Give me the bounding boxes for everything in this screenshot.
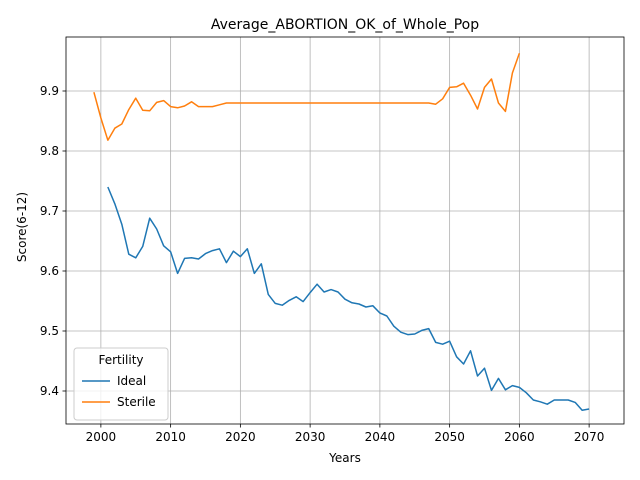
series-line-ideal [107, 186, 590, 411]
series-line-sterile [93, 52, 521, 141]
y-tick-label: 9.4 [40, 384, 59, 398]
x-tick-label: 2010 [155, 430, 186, 444]
y-tick-label: 9.7 [40, 204, 59, 218]
x-tick-label: 2060 [504, 430, 535, 444]
y-tick-label: 9.6 [40, 264, 59, 278]
x-axis-label: Years [328, 451, 361, 465]
x-tick-label: 2040 [365, 430, 396, 444]
chart-title: Average_ABORTION_OK_of_Whole_Pop [211, 17, 479, 33]
legend: Fertility Ideal Sterile [73, 347, 169, 421]
legend-entry-ideal: Ideal [117, 374, 146, 388]
y-axis: 9.4 9.5 9.6 9.7 9.8 9.9 [40, 84, 66, 398]
legend-entry-sterile: Sterile [117, 395, 156, 409]
x-axis: 2000 2010 2020 2030 2040 2050 2060 2070 [86, 424, 605, 444]
legend-title: Fertility [98, 353, 143, 367]
series-group [93, 52, 590, 411]
plot-frame [65, 36, 625, 425]
x-tick-label: 2070 [574, 430, 605, 444]
x-tick-label: 2030 [295, 430, 326, 444]
x-tick-label: 2020 [225, 430, 256, 444]
x-tick-label: 2050 [434, 430, 465, 444]
y-axis-label: Score(6-12) [15, 192, 29, 262]
y-tick-label: 9.5 [40, 324, 59, 338]
x-tick-label: 2000 [86, 430, 117, 444]
y-tick-label: 9.9 [40, 84, 59, 98]
y-tick-label: 9.8 [40, 144, 59, 158]
